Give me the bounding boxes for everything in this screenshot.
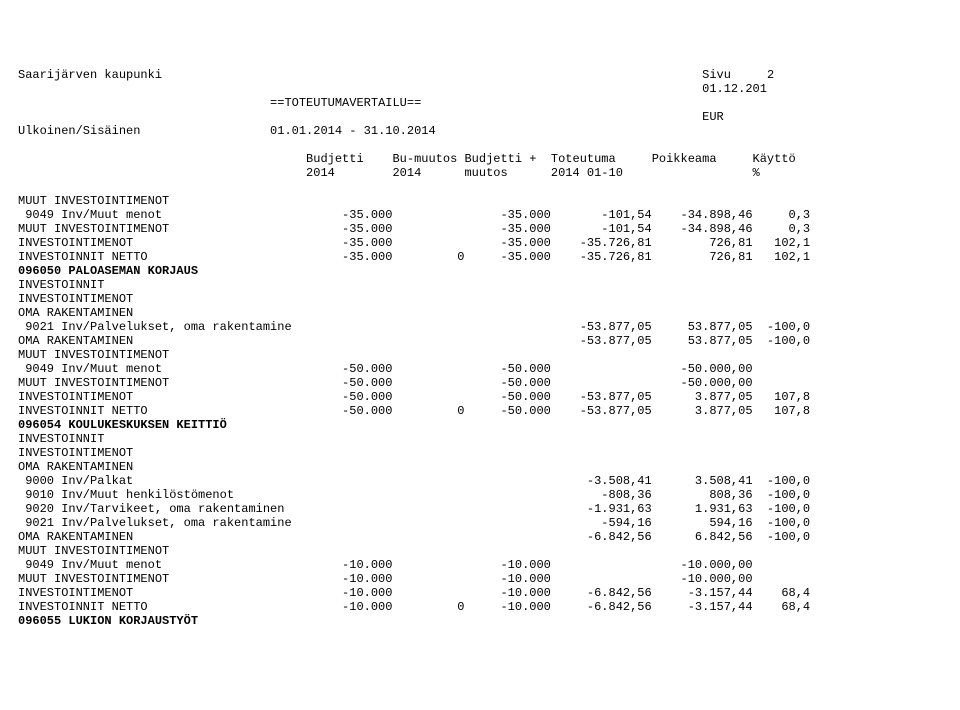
period: 01.01.2014 - 31.10.2014 [270,124,436,138]
data-row: 9020 Inv/Tarvikeet, oma rakentaminen -1.… [18,502,810,516]
data-row: MUUT INVESTOINTIMENOT [18,544,810,558]
data-row: OMA RAKENTAMINEN -6.842,56 6.842,56 -100… [18,530,810,544]
data-row: INVESTOINTIMENOT -10.000 -10.000 -6.842,… [18,586,810,600]
data-row: OMA RAKENTAMINEN [18,460,810,474]
page-label: Sivu [702,68,731,82]
data-row: 9021 Inv/Palvelukset, oma rakentamine -5… [18,516,810,530]
org-name: Saarijärven kaupunki [18,68,162,82]
report-page: Saarijärven kaupunki Sivu 2 [0,56,960,640]
data-row: INVESTOINTIMENOT -50.000 -50.000 -53.877… [18,390,810,404]
data-row: 9049 Inv/Muut menot -10.000 -10.000 -10.… [18,558,810,572]
data-row: MUUT INVESTOINTIMENOT -35.000 -35.000 -1… [18,222,810,236]
col-headers-2: 2014 2014 muutos 2014 01-10 % [18,166,810,180]
data-row: OMA RAKENTAMINEN -53.877,05 53.877,05 -1… [18,334,810,348]
data-row: MUUT INVESTOINTIMENOT [18,348,810,362]
data-row: INVESTOINNIT NETTO -35.000 0 -35.000 -35… [18,250,810,264]
section-heading: 096054 KOULUKESKUKSEN KEITTIÖ [18,418,227,432]
data-row: INVESTOINNIT [18,278,810,292]
doc-date: 01.12.201 [702,82,767,96]
data-row: INVESTOINNIT NETTO -10.000 0 -10.000 -6.… [18,600,810,614]
data-row: INVESTOINTIMENOT [18,292,810,306]
data-row: INVESTOINNIT [18,432,810,446]
data-row: 9000 Inv/Palkat -3.508,41 3.508,41 -100,… [18,474,810,488]
report-title: ==TOTEUTUMAVERTAILU== [270,96,421,110]
data-row: 9049 Inv/Muut menot -35.000 -35.000 -101… [18,208,810,222]
data-row: INVESTOINNIT NETTO -50.000 0 -50.000 -53… [18,404,810,418]
data-row: INVESTOINTIMENOT -35.000 -35.000 -35.726… [18,236,810,250]
section-heading: 096055 LUKION KORJAUSTYÖT [18,614,198,628]
col-headers-1: Budjetti Bu-muutos Budjetti + Toteutuma … [18,152,810,166]
data-row: MUUT INVESTOINTIMENOT [18,194,810,208]
scope: Ulkoinen/Sisäinen [18,124,140,138]
data-row: INVESTOINTIMENOT [18,446,810,460]
data-row: OMA RAKENTAMINEN [18,306,810,320]
data-row: 9021 Inv/Palvelukset, oma rakentamine -5… [18,320,810,334]
data-row: 9049 Inv/Muut menot -50.000 -50.000 -50.… [18,362,810,376]
data-row: 9010 Inv/Muut henkilöstömenot -808,36 80… [18,488,810,502]
currency: EUR [702,110,724,124]
section-heading: 096050 PALOASEMAN KORJAUS [18,264,198,278]
data-row: MUUT INVESTOINTIMENOT -10.000 -10.000 -1… [18,572,810,586]
data-row: MUUT INVESTOINTIMENOT -50.000 -50.000 -5… [18,376,810,390]
